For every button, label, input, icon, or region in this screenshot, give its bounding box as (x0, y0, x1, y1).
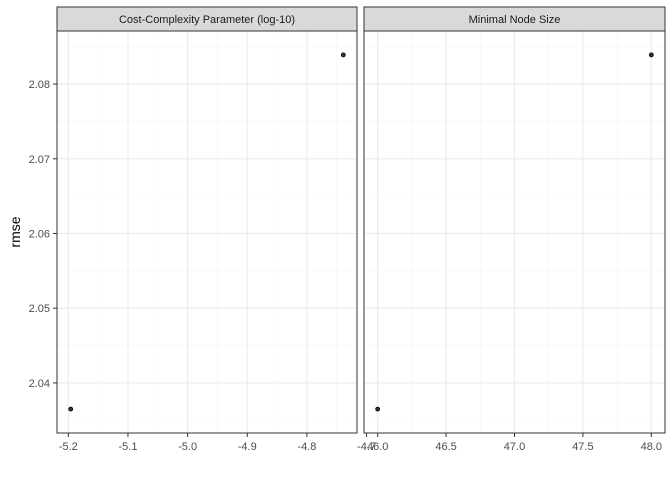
x-tick-label: -5.1 (118, 441, 137, 453)
x-tick-label: 47.5 (572, 441, 593, 453)
y-axis-title: rmse (7, 216, 23, 247)
x-tick-label: -4.8 (297, 441, 316, 453)
x-tick-label: -5.2 (59, 441, 78, 453)
facet-strip (56, 6, 358, 32)
panel-background (57, 31, 357, 433)
y-tick-label: 2.06 (29, 228, 50, 240)
data-point (68, 406, 74, 412)
x-tick-label: 46.0 (367, 441, 388, 453)
data-point (648, 52, 654, 58)
y-tick-label: 2.08 (29, 79, 50, 91)
y-tick-label: 2.07 (29, 154, 50, 166)
x-tick-label: 46.5 (435, 441, 456, 453)
x-tick-label: -5.0 (178, 441, 197, 453)
x-tick-label: 47.0 (504, 441, 525, 453)
x-tick-label: -4.9 (238, 441, 257, 453)
y-tick-label: 2.04 (29, 378, 50, 390)
facet-strip-label: Cost-Complexity Parameter (log-10) (119, 14, 295, 26)
y-tick-label: 2.05 (29, 303, 50, 315)
facet-strip (363, 6, 666, 32)
x-tick-label: 48.0 (641, 441, 662, 453)
data-point (340, 52, 346, 58)
x-tick-label: -4.7 (357, 441, 376, 453)
data-point (375, 406, 381, 412)
facet-strip-label: Minimal Node Size (469, 14, 561, 26)
